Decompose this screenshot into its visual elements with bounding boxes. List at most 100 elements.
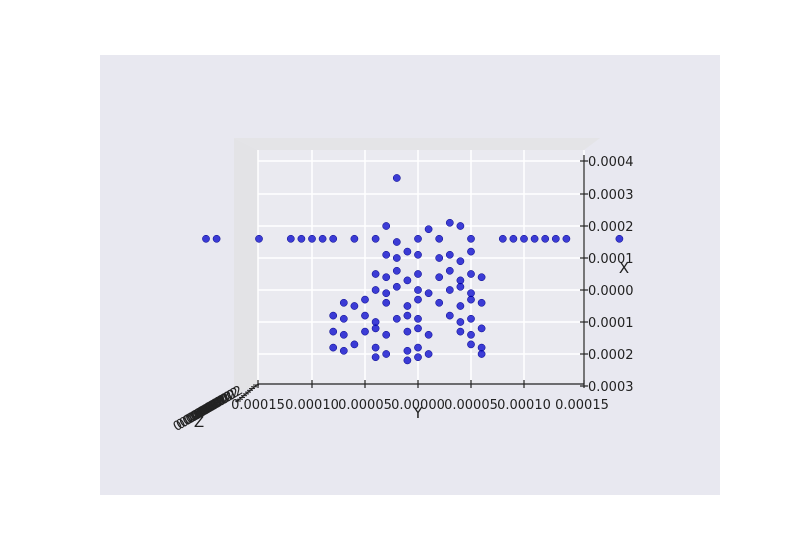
data-point — [445, 266, 454, 275]
data-point — [456, 327, 465, 336]
data-point — [435, 273, 444, 282]
data-point — [530, 234, 539, 243]
data-point — [467, 289, 475, 298]
data-point — [403, 356, 412, 365]
x-tick-label: 0.0004 — [588, 155, 634, 170]
data-point — [392, 266, 401, 275]
data-point — [520, 234, 528, 243]
data-point — [403, 276, 412, 285]
data-point — [467, 314, 475, 323]
x-tick-label: 0.0000 — [588, 284, 634, 299]
data-point — [350, 302, 359, 310]
data-point — [456, 276, 465, 285]
data-point — [477, 324, 486, 333]
data-point — [424, 225, 433, 234]
data-point — [392, 282, 401, 291]
x-tick-label: 0.0001 — [588, 252, 634, 267]
data-point — [382, 250, 391, 259]
x-tick-label: 0.0002 — [588, 220, 634, 235]
data-point — [339, 346, 348, 355]
data-point — [435, 234, 444, 243]
data-point — [414, 295, 422, 304]
data-point — [361, 295, 369, 304]
data-point — [361, 311, 369, 320]
data-point — [371, 270, 380, 278]
data-point — [435, 254, 444, 262]
data-point — [318, 234, 327, 243]
data-point — [562, 234, 571, 243]
x-tick-label: 0.0003 — [588, 380, 634, 395]
data-point — [467, 247, 475, 256]
data-point — [361, 327, 369, 336]
data-point — [403, 311, 412, 320]
data-point — [435, 298, 444, 307]
data-point — [339, 298, 348, 307]
data-point — [297, 234, 306, 243]
data-point — [382, 298, 391, 307]
data-point — [414, 270, 422, 278]
data-point — [255, 234, 263, 243]
y-tick-label: 0.00000 — [391, 398, 445, 413]
y-tick-label: 0.00010 — [285, 398, 339, 413]
data-point — [414, 234, 422, 243]
data-point — [445, 311, 454, 320]
data-point — [456, 257, 465, 266]
data-point — [615, 234, 624, 243]
data-point — [477, 350, 486, 358]
data-point — [477, 273, 486, 282]
data-point — [371, 324, 380, 333]
data-point — [467, 295, 475, 304]
data-point — [477, 298, 486, 307]
pane-top — [234, 138, 600, 150]
data-point — [403, 247, 412, 256]
data-point — [382, 222, 391, 230]
data-point — [286, 234, 295, 243]
x-tick-label: 0.0003 — [588, 188, 634, 203]
x-tick-label: 0.0001 — [588, 316, 634, 331]
data-point — [371, 343, 380, 352]
y-tick-label: 0.00005 — [338, 398, 392, 413]
data-point — [551, 234, 560, 243]
data-point — [456, 318, 465, 326]
data-point — [456, 222, 465, 230]
data-point — [339, 314, 348, 323]
data-point — [498, 234, 507, 243]
data-point — [329, 343, 338, 352]
y-tick-label: 0.00010 — [497, 398, 551, 413]
data-point — [467, 340, 475, 349]
data-point — [477, 343, 486, 352]
y-tick-label: 0.00015 — [231, 398, 285, 413]
data-point — [392, 174, 401, 182]
data-point — [382, 289, 391, 298]
data-point — [329, 234, 338, 243]
data-point — [541, 234, 550, 243]
data-point — [414, 353, 422, 362]
data-point — [414, 286, 422, 294]
y-tick-label: 0.00005 — [444, 398, 498, 413]
z-axis-label: Z — [194, 413, 204, 431]
data-point — [350, 234, 359, 243]
data-point — [371, 353, 380, 362]
data-point — [509, 234, 518, 243]
data-point — [424, 289, 433, 298]
data-point — [414, 250, 422, 259]
data-point — [445, 286, 454, 294]
data-point — [212, 234, 221, 243]
y-axis-label: Y — [412, 404, 423, 422]
data-point — [382, 273, 391, 282]
data-point — [414, 343, 422, 352]
data-point — [445, 250, 454, 259]
data-point — [467, 330, 475, 339]
data-point — [456, 282, 465, 291]
data-point — [467, 234, 475, 243]
data-point — [403, 346, 412, 355]
data-point — [403, 302, 412, 310]
data-point — [445, 218, 454, 227]
data-point — [456, 302, 465, 310]
data-point — [392, 254, 401, 262]
data-point — [392, 238, 401, 246]
data-point — [202, 234, 210, 243]
x-axis-label: X — [619, 259, 629, 277]
data-point — [414, 324, 422, 333]
pane-left — [234, 138, 258, 396]
